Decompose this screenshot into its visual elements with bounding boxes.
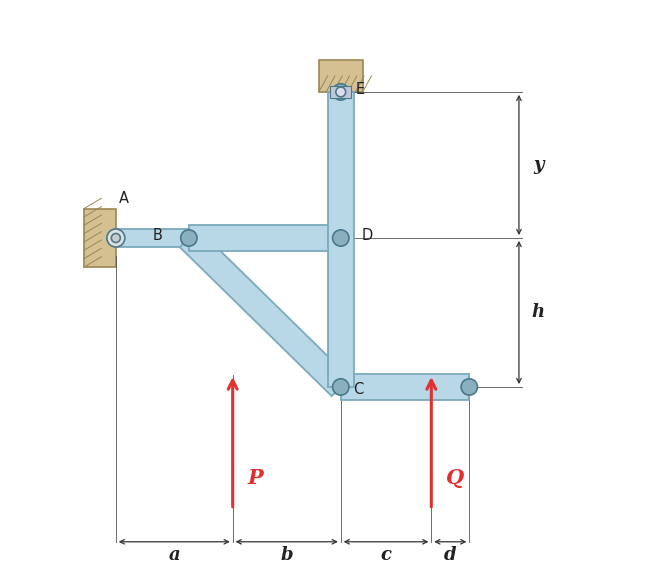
Text: d: d bbox=[444, 546, 457, 564]
Text: B: B bbox=[153, 228, 163, 242]
Text: A: A bbox=[119, 191, 129, 206]
Text: b: b bbox=[280, 546, 293, 564]
Text: h: h bbox=[532, 303, 544, 322]
Text: a: a bbox=[169, 546, 180, 564]
Polygon shape bbox=[328, 92, 354, 387]
Text: C: C bbox=[354, 382, 364, 397]
Circle shape bbox=[333, 379, 349, 395]
Circle shape bbox=[181, 230, 197, 246]
Text: P: P bbox=[247, 467, 263, 488]
Circle shape bbox=[336, 87, 346, 97]
Text: c: c bbox=[380, 546, 392, 564]
Bar bbox=[84, 209, 116, 267]
Polygon shape bbox=[189, 225, 341, 251]
Circle shape bbox=[461, 379, 477, 395]
Circle shape bbox=[112, 234, 120, 242]
Text: y: y bbox=[533, 156, 543, 174]
Polygon shape bbox=[180, 229, 350, 396]
Circle shape bbox=[333, 230, 349, 246]
Circle shape bbox=[333, 84, 349, 100]
Polygon shape bbox=[341, 374, 469, 400]
Text: Q: Q bbox=[446, 467, 464, 488]
Bar bbox=[330, 86, 351, 97]
Polygon shape bbox=[116, 229, 189, 247]
Bar bbox=[319, 60, 363, 92]
Circle shape bbox=[107, 229, 125, 247]
Text: D: D bbox=[361, 228, 373, 242]
Text: E: E bbox=[355, 82, 365, 96]
